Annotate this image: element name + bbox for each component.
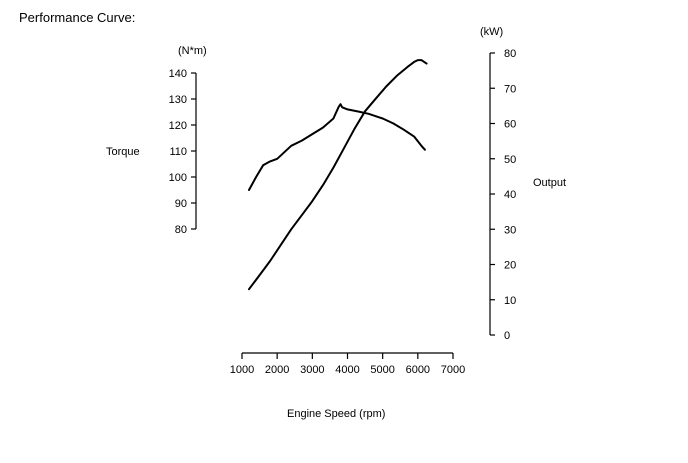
engine-speed-tick-label: 1000 xyxy=(230,364,254,376)
torque-tick-label: 110 xyxy=(169,146,187,158)
torque-axis: 80 90 100 110 120 130 140 xyxy=(169,68,197,236)
output-tick-label: 0 xyxy=(504,330,510,342)
torque-curve xyxy=(248,103,426,191)
output-tick-label: 60 xyxy=(504,119,516,131)
engine-speed-axis: 1000 2000 3000 4000 5000 6000 7000 xyxy=(230,352,465,376)
torque-unit-label: (N*m) xyxy=(178,45,207,57)
torque-tick-label: 140 xyxy=(169,68,187,80)
output-unit-label: (kW) xyxy=(480,26,503,38)
page-title: Performance Curve: xyxy=(19,10,136,25)
torque-tick-label: 80 xyxy=(175,224,187,236)
engine-speed-tick-label: 2000 xyxy=(265,364,289,376)
engine-speed-tick-label: 7000 xyxy=(441,364,465,376)
torque-axis-label: Torque xyxy=(106,146,140,158)
output-tick-label: 40 xyxy=(504,189,516,201)
output-tick-label: 50 xyxy=(504,154,516,166)
engine-speed-tick-label: 6000 xyxy=(406,364,430,376)
output-tick-label: 20 xyxy=(504,260,516,272)
output-axis: 0 10 20 30 40 50 60 70 80 xyxy=(489,48,516,342)
engine-speed-tick-label: 3000 xyxy=(300,364,324,376)
torque-tick-label: 130 xyxy=(169,94,187,106)
x-axis-label: Engine Speed (rpm) xyxy=(287,408,385,420)
output-tick-label: 80 xyxy=(504,48,516,60)
output-curve xyxy=(248,59,428,291)
output-tick-label: 70 xyxy=(504,83,516,95)
torque-tick-label: 90 xyxy=(175,198,187,210)
series-group xyxy=(248,59,428,291)
torque-tick-label: 100 xyxy=(169,172,187,184)
engine-speed-tick-label: 5000 xyxy=(370,364,394,376)
engine-speed-tick-label: 4000 xyxy=(335,364,359,376)
torque-tick-label: 120 xyxy=(169,120,187,132)
output-tick-label: 10 xyxy=(504,295,516,307)
output-tick-label: 30 xyxy=(504,224,516,236)
output-axis-label: Output xyxy=(533,177,566,189)
